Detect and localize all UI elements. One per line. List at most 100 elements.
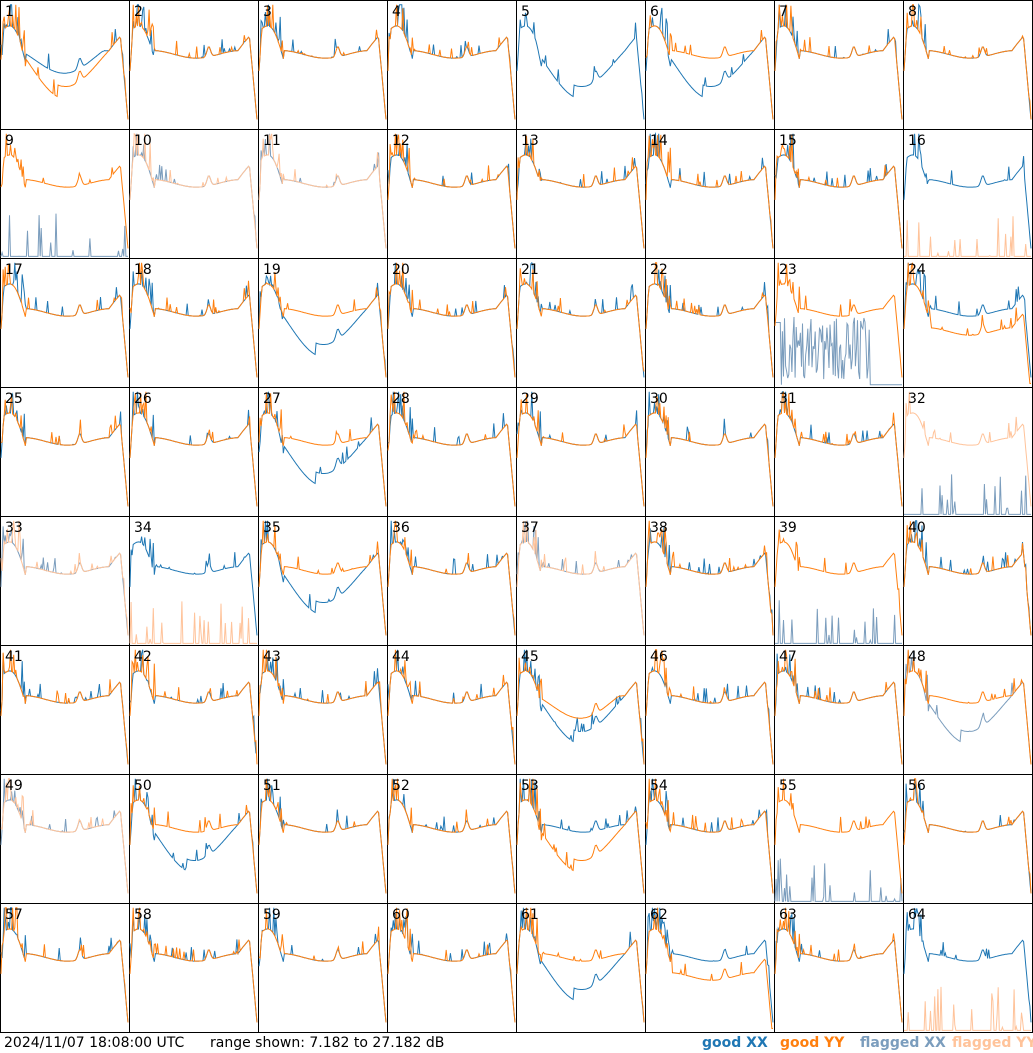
panel-60: 60 [387,903,517,1033]
panel-62: 62 [645,903,775,1033]
panel-border [0,129,130,259]
series-flagged-xx [903,651,1032,765]
series-good-xx [645,391,774,507]
series-flagged-yy [258,133,387,249]
panel-37: 37 [516,516,646,646]
panel-number: 22 [650,262,668,278]
panel-number: 59 [263,907,281,923]
timestamp: 2024/11/07 18:08:00 UTC [4,1035,185,1051]
series-good-xx [258,274,387,378]
panel-42: 42 [129,645,259,775]
series-good-yy [645,262,774,378]
panel-number: 48 [908,649,926,665]
series-good-yy [516,135,645,249]
panel-9: 9 [0,129,130,259]
series-flagged-xx [0,213,128,257]
panel-number: 45 [521,649,539,665]
series-good-yy [774,529,903,636]
series-good-xx [903,262,1032,378]
panel-number: 31 [779,391,797,407]
series-good-yy [516,778,645,894]
series-good-yy [645,778,774,894]
series-good-yy [129,391,258,507]
series-good-yy [258,392,387,507]
series-good-xx [516,907,645,1023]
panel-6: 6 [645,0,775,130]
series-good-xx [129,649,258,754]
panel-34: 34 [129,516,259,646]
panel-33: 33 [0,516,130,646]
series-good-xx [258,657,387,765]
panel-number: 60 [392,907,410,923]
panel-number: 63 [779,907,797,923]
panel-56: 56 [903,774,1033,904]
panel-number: 3 [263,4,272,20]
panel-number: 41 [5,649,23,665]
series-good-xx [129,4,258,120]
series-good-xx [645,778,774,894]
series-flagged-yy [903,391,1032,507]
series-good-xx [903,520,1032,636]
series-good-xx [774,391,903,507]
series-good-yy [645,395,774,507]
series-good-yy [129,262,258,378]
panel-4: 4 [387,0,517,130]
panel-number: 37 [521,520,539,536]
panel-number: 24 [908,262,926,278]
series-good-xx [0,4,129,120]
panel-number: 27 [263,391,281,407]
panel-20: 20 [387,258,517,388]
series-good-yy [645,649,774,765]
series-good-yy [258,910,387,1023]
panel-47: 47 [774,645,904,775]
panel-number: 33 [5,520,23,536]
series-good-xx [645,526,774,636]
series-flagged-xx [258,133,387,249]
series-good-xx [129,536,258,636]
panel-number: 14 [650,133,668,149]
series-good-yy [0,133,129,249]
panel-number: 15 [779,133,797,149]
series-good-yy [0,649,129,765]
panel-number: 43 [263,649,281,665]
series-good-xx [645,907,774,1023]
series-good-xx [903,907,1032,1023]
series-good-yy [0,264,129,378]
series-good-xx [516,649,645,765]
panel-45: 45 [516,645,646,775]
panel-16: 16 [903,129,1033,259]
series-good-xx [774,133,903,249]
panel-5: 5 [516,0,646,130]
panel-number: 51 [263,778,281,794]
panel-number: 19 [263,262,281,278]
panel-number: 58 [134,907,152,923]
panel-number: 23 [779,262,797,278]
panel-number: 53 [521,778,539,794]
panel-50: 50 [129,774,259,904]
series-flagged-xx [129,133,258,249]
panel-number: 30 [650,391,668,407]
series-good-yy [516,907,645,1023]
panel-7: 7 [774,0,904,130]
series-good-yy [0,394,129,507]
panel-border [516,0,646,130]
panel-number: 55 [779,778,797,794]
panel-61: 61 [516,903,646,1033]
panel-number: 52 [392,778,410,794]
panel-number: 13 [521,133,539,149]
series-good-yy [129,4,258,120]
series-good-xx [387,391,516,507]
panel-41: 41 [0,645,130,775]
series-good-yy [774,391,903,507]
panel-12: 12 [387,129,517,259]
series-good-xx [774,912,903,1023]
range-text: range shown: 7.182 to 27.182 dB [210,1035,445,1051]
series-good-yy [129,649,258,765]
series-flagged-xx [775,316,902,386]
panel-number: 64 [908,907,926,923]
series-good-xx [258,778,387,894]
series-good-yy [258,520,387,636]
series-good-xx [903,3,1032,120]
panel-64: 64 [903,903,1033,1033]
panel-number: 62 [650,907,668,923]
